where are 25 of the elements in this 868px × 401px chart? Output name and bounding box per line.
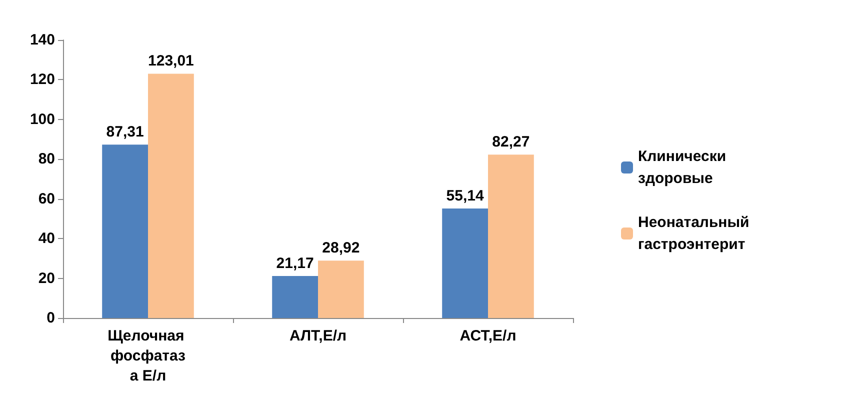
- x-tick-label: АСТ,Е/л: [460, 328, 516, 344]
- data-label: 87,31: [106, 124, 144, 141]
- y-tick-label: 40: [38, 230, 55, 248]
- x-tick-label: Щелочная фосфатаза Е/л: [108, 328, 188, 384]
- bar: [272, 276, 318, 318]
- bar: [442, 208, 488, 318]
- data-label: 123,01: [148, 52, 194, 70]
- y-tick-label: 100: [30, 110, 55, 128]
- x-tick-label: АЛТ,Е/л: [289, 328, 347, 344]
- data-label: 28,92: [322, 240, 360, 257]
- data-label: 55,14: [446, 188, 484, 205]
- bar: [318, 260, 364, 318]
- y-tick-label: 140: [30, 32, 55, 48]
- y-tick-label: 0: [46, 310, 55, 326]
- y-tick-label: 60: [38, 190, 55, 208]
- legend-label: Неонатальный гастроэнтерит: [638, 214, 754, 253]
- y-tick-label: 20: [38, 270, 55, 287]
- y-tick-label: 120: [30, 71, 55, 88]
- y-tick-label: 80: [38, 150, 55, 168]
- bar: [488, 154, 534, 318]
- bar: [148, 74, 194, 318]
- legend-label: Клинически здоровые: [638, 148, 730, 187]
- data-label: 21,17: [276, 254, 314, 272]
- data-label: 82,27: [492, 134, 530, 151]
- bar: [102, 144, 148, 318]
